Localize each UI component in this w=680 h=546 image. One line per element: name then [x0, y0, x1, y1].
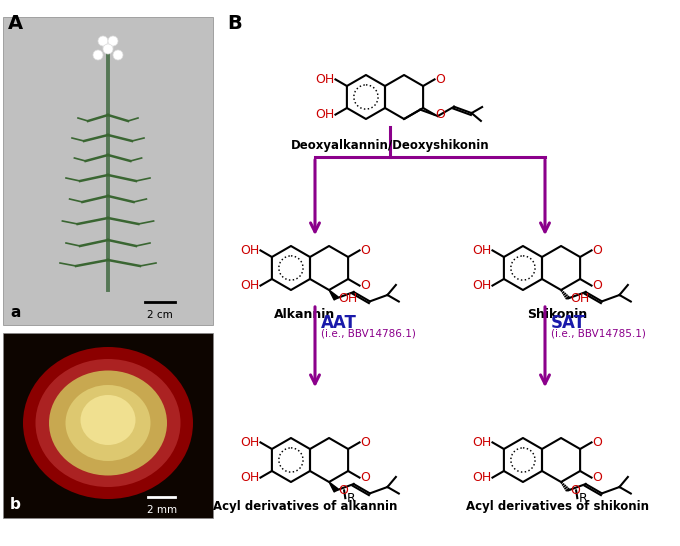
Text: O: O	[570, 484, 580, 497]
Bar	[3, 17, 213, 325]
Circle shape	[93, 50, 103, 60]
Text: 2 cm: 2 cm	[147, 310, 173, 320]
Text: R: R	[578, 491, 587, 505]
Text: b: b	[10, 497, 21, 512]
Text: Shikonin: Shikonin	[527, 308, 587, 321]
Text: Acyl derivatives of alkannin: Acyl derivatives of alkannin	[213, 500, 397, 513]
Text: OH: OH	[472, 279, 492, 292]
Text: OH: OH	[570, 292, 590, 305]
Polygon shape	[329, 290, 338, 300]
Text: O: O	[360, 471, 371, 484]
Text: OH: OH	[240, 244, 260, 257]
Text: A: A	[8, 14, 23, 33]
Text: Deoxyalkannin/Deoxyshikonin: Deoxyalkannin/Deoxyshikonin	[290, 139, 490, 152]
Circle shape	[113, 50, 123, 60]
Text: Acyl derivatives of shikonin: Acyl derivatives of shikonin	[466, 500, 649, 513]
Text: OH: OH	[240, 436, 260, 449]
Ellipse shape	[65, 385, 150, 461]
Ellipse shape	[35, 359, 180, 487]
Text: 2 mm: 2 mm	[147, 505, 177, 515]
Text: OH: OH	[240, 279, 260, 292]
Ellipse shape	[80, 395, 135, 445]
Ellipse shape	[49, 371, 167, 476]
Text: O: O	[592, 436, 602, 449]
Text: OH: OH	[472, 244, 492, 257]
Circle shape	[103, 42, 113, 52]
Text: O: O	[592, 279, 602, 292]
Circle shape	[103, 44, 113, 54]
Text: O: O	[435, 108, 445, 121]
Text: AAT: AAT	[321, 314, 357, 332]
Text: R: R	[346, 491, 355, 505]
Text: OH: OH	[316, 73, 335, 86]
Text: SAT: SAT	[551, 314, 586, 332]
Text: B: B	[227, 14, 242, 33]
Text: O: O	[360, 436, 371, 449]
Bar	[3, 333, 213, 518]
Text: O: O	[360, 244, 371, 257]
Text: OH: OH	[472, 436, 492, 449]
Text: O: O	[592, 471, 602, 484]
Polygon shape	[329, 482, 338, 492]
Text: OH: OH	[338, 292, 358, 305]
Text: O: O	[338, 484, 348, 497]
Text: OH: OH	[316, 108, 335, 121]
Text: a: a	[10, 305, 20, 320]
Ellipse shape	[23, 347, 193, 499]
Circle shape	[98, 36, 108, 46]
Text: O: O	[435, 73, 445, 86]
Text: Alkannin: Alkannin	[274, 308, 336, 321]
Circle shape	[108, 36, 118, 46]
Text: OH: OH	[240, 471, 260, 484]
Text: OH: OH	[472, 471, 492, 484]
Text: O: O	[360, 279, 371, 292]
Text: (i.e., BBV14785.1): (i.e., BBV14785.1)	[551, 328, 646, 338]
Text: O: O	[592, 244, 602, 257]
Text: (i.e., BBV14786.1): (i.e., BBV14786.1)	[321, 328, 416, 338]
